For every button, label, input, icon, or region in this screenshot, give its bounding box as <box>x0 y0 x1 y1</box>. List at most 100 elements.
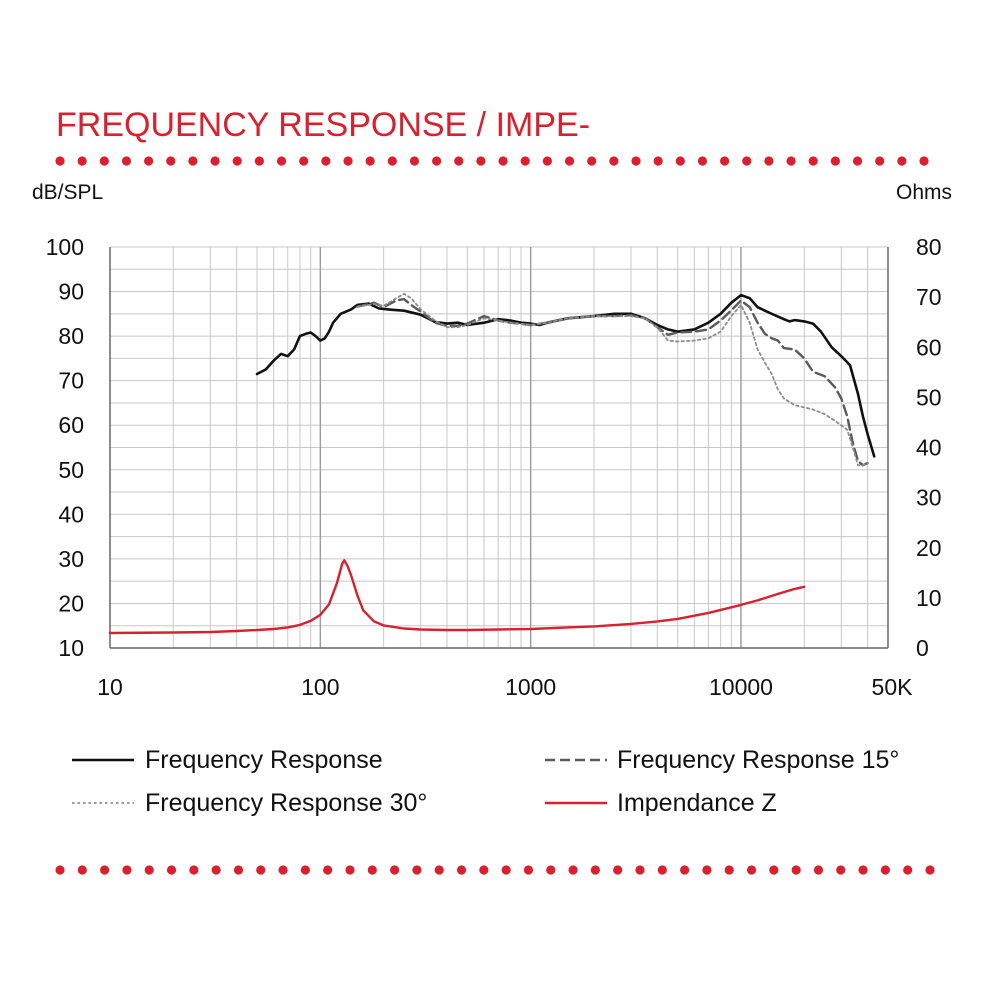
divider-dot <box>501 865 511 875</box>
divider-dot <box>836 865 846 875</box>
divider-dot <box>830 156 840 166</box>
divider-dot <box>919 156 929 166</box>
divider-dot <box>189 865 199 875</box>
divider-dot <box>568 865 578 875</box>
divider-dot <box>808 156 818 166</box>
divider-dot <box>365 156 375 166</box>
left-tick-label: 60 <box>58 412 84 438</box>
series-frequency-response-30 <box>356 292 869 467</box>
divider-dot <box>498 156 508 166</box>
divider-dot <box>657 865 667 875</box>
right-tick-label: 0 <box>916 635 929 661</box>
left-tick-label: 50 <box>58 457 84 483</box>
left-tick-label: 70 <box>58 368 84 394</box>
divider-dot <box>233 865 244 875</box>
divider-dot <box>343 156 353 166</box>
divider-dot <box>925 865 935 875</box>
divider-dot <box>852 156 863 166</box>
series-impedance <box>108 559 806 635</box>
right-axis-label: Ohms <box>896 181 952 204</box>
divider-dot <box>434 865 444 875</box>
divider-dot <box>875 156 885 166</box>
divider-dot <box>211 865 221 875</box>
dotted-divider-bottom <box>55 865 935 875</box>
divider-dot <box>387 156 397 166</box>
legend-item-frequency-response-15: Frequency Response 15° <box>545 746 899 774</box>
divider-dot <box>99 156 109 166</box>
right-tick-label: 50 <box>916 384 942 410</box>
divider-dot <box>412 865 422 875</box>
legend-label-impedance: Impendance Z <box>617 789 777 817</box>
legend-label-frequency-response: Frequency Response <box>145 746 383 774</box>
divider-dot <box>276 156 287 166</box>
x-tick-label: 10 <box>97 674 123 700</box>
divider-dot <box>542 156 552 166</box>
chart-legend: Frequency Response Frequency Response 15… <box>72 746 899 817</box>
divider-dot <box>100 865 110 875</box>
legend-label-frequency-response-15: Frequency Response 15° <box>617 746 899 774</box>
divider-dot <box>121 156 132 166</box>
divider-dot <box>675 156 685 166</box>
divider-dot <box>299 156 309 166</box>
right-tick-label: 40 <box>916 435 942 461</box>
divider-dot <box>476 156 486 166</box>
divider-dot <box>746 865 757 875</box>
divider-dot <box>390 865 400 875</box>
divider-dot <box>609 156 619 166</box>
divider-dot <box>55 865 65 875</box>
divider-dot <box>321 156 331 166</box>
x-tick-label: 50K <box>872 674 914 700</box>
divider-dot <box>300 865 310 875</box>
divider-dot <box>720 156 730 166</box>
x-tick-label: 10000 <box>709 674 773 700</box>
divider-dot <box>188 156 198 166</box>
divider-dot <box>813 865 824 875</box>
divider-dot <box>144 865 154 875</box>
divider-dot <box>55 156 65 166</box>
divider-dot <box>764 156 774 166</box>
divider-dot <box>254 156 264 166</box>
divider-dot <box>635 865 645 875</box>
divider-dot <box>769 865 779 875</box>
divider-dot <box>631 156 641 166</box>
divider-dot <box>77 865 87 875</box>
divider-dot <box>232 156 242 166</box>
right-tick-label: 70 <box>916 284 942 310</box>
dotted-divider-top <box>55 156 929 166</box>
divider-dot <box>454 156 464 166</box>
divider-dot <box>278 865 288 875</box>
divider-dot <box>479 865 489 875</box>
left-tick-label: 30 <box>58 546 84 572</box>
legend-item-impedance: Impendance Z <box>545 789 777 817</box>
right-tick-label: 60 <box>916 334 942 360</box>
divider-dot <box>210 156 220 166</box>
left-tick-label: 100 <box>46 234 84 260</box>
divider-dot <box>791 865 801 875</box>
divider-dot <box>367 865 377 875</box>
x-tick-label: 100 <box>301 674 339 700</box>
legend-item-frequency-response-30: Frequency Response 30° <box>72 789 427 817</box>
divider-dot <box>166 865 177 875</box>
divider-dot <box>903 865 913 875</box>
divider-dot <box>742 156 752 166</box>
divider-dot <box>256 865 266 875</box>
divider-dot <box>653 156 663 166</box>
divider-dot <box>77 156 87 166</box>
divider-dot <box>897 156 907 166</box>
series-frequency-response-15 <box>356 297 869 467</box>
divider-dot <box>587 156 597 166</box>
divider-dot <box>546 865 556 875</box>
divider-dot <box>166 156 176 166</box>
axis-ticks: 1009080706050403020108070605040302010010… <box>46 234 942 700</box>
plot-grid <box>109 246 889 649</box>
legend-item-frequency-response: Frequency Response <box>72 746 383 774</box>
divider-dot <box>456 865 467 875</box>
left-tick-label: 80 <box>58 323 84 349</box>
right-tick-label: 20 <box>916 535 942 561</box>
divider-dot <box>520 156 530 166</box>
left-tick-label: 90 <box>58 279 84 305</box>
plot-series <box>108 292 876 635</box>
divider-dot <box>697 156 708 166</box>
right-tick-label: 30 <box>916 485 942 511</box>
divider-dot <box>680 865 690 875</box>
